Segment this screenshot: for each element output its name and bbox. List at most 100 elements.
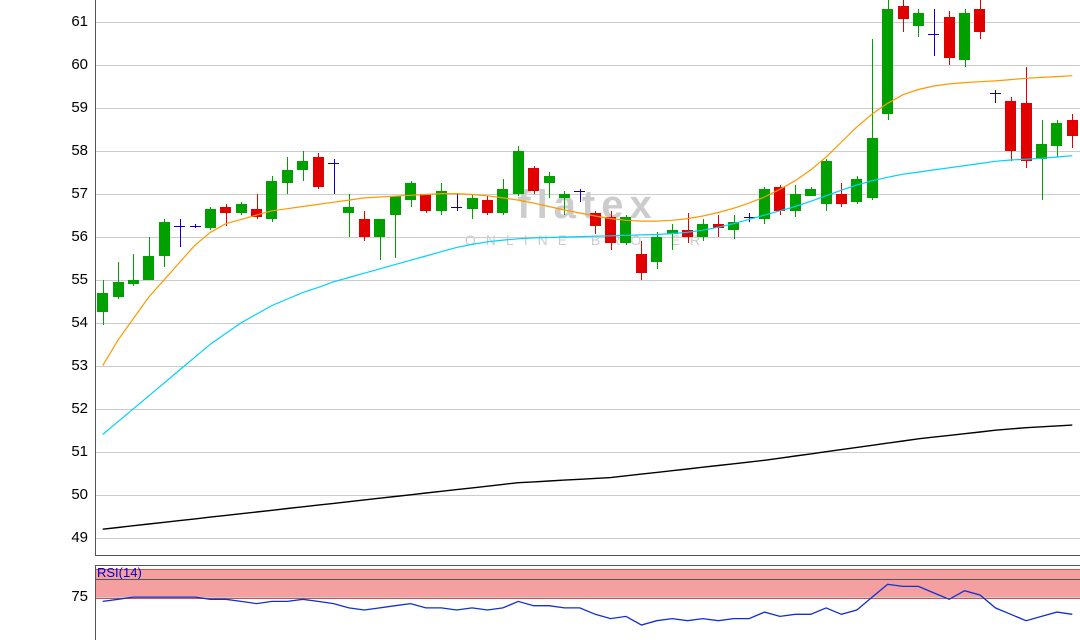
price-ytick-label: 61 (58, 13, 88, 30)
price-pane[interactable]: flatex ONLINE BROKER (95, 0, 1080, 555)
price-gridline (95, 108, 1080, 109)
candle-bear (713, 224, 724, 228)
price-gridline (95, 409, 1080, 410)
candle-bear (636, 254, 647, 273)
candle-bull (266, 181, 277, 220)
candle-bull (851, 179, 862, 203)
candle-bull (667, 230, 678, 234)
candle-bear (1005, 101, 1016, 150)
price-ytick-label: 51 (58, 443, 88, 460)
candle-wick (672, 224, 673, 250)
rsi-pane[interactable]: RSI(14) (95, 565, 1080, 640)
rsi-ytick-label: 75 (58, 588, 88, 605)
candle-doji (190, 226, 201, 227)
candle-bull (697, 224, 708, 237)
candle-doji (744, 217, 755, 218)
ma-mid-line (103, 156, 1073, 435)
price-ytick-label: 58 (58, 142, 88, 159)
price-gridline (95, 65, 1080, 66)
candle-doji (174, 226, 185, 227)
candle-bear (528, 168, 539, 192)
candle-wick (180, 219, 181, 247)
price-gridline (95, 495, 1080, 496)
candle-bear (974, 9, 985, 33)
price-gridline (95, 538, 1080, 539)
price-ytick-label: 49 (58, 529, 88, 546)
candle-bull (913, 13, 924, 26)
candle-bull (405, 183, 416, 200)
price-ytick-label: 57 (58, 185, 88, 202)
candle-bear (251, 209, 262, 218)
candle-wick (1042, 120, 1043, 200)
ma-overlay (95, 0, 1080, 555)
candle-wick (934, 9, 935, 56)
price-ytick-label: 56 (58, 228, 88, 245)
candle-bull (128, 280, 139, 284)
candle-bull (143, 256, 154, 280)
candle-bull (97, 293, 108, 312)
candle-wick (349, 194, 350, 237)
candle-bull (959, 13, 970, 60)
candle-bear (605, 217, 616, 243)
candle-bull (1051, 123, 1062, 147)
candle-bull (759, 189, 770, 219)
candle-bull (159, 222, 170, 256)
price-ytick-label: 59 (58, 99, 88, 116)
candle-bull (205, 209, 216, 228)
candle-bull (1036, 144, 1047, 159)
candle-bear (1067, 120, 1078, 135)
candle-bull (113, 282, 124, 297)
price-ytick-label: 60 (58, 56, 88, 73)
candle-bull (343, 207, 354, 213)
candle-bear (590, 213, 601, 226)
candle-bull (282, 170, 293, 183)
candle-bull (620, 217, 631, 243)
candle-bull (882, 9, 893, 114)
price-ytick-label: 53 (58, 357, 88, 374)
candle-bear (313, 157, 324, 187)
price-gridline (95, 452, 1080, 453)
candle-bull (728, 222, 739, 231)
rsi-inner-top (95, 579, 1080, 580)
rsi-title: RSI(14) (97, 565, 142, 580)
candle-bull (805, 189, 816, 195)
candle-doji (928, 34, 939, 35)
candle-bull (374, 219, 385, 236)
candle-bear (898, 6, 909, 19)
candle-bull (467, 198, 478, 209)
price-ytick-label: 52 (58, 400, 88, 417)
price-gridline (95, 22, 1080, 23)
candle-doji (990, 93, 1001, 94)
ma-slow-line (103, 425, 1073, 529)
candle-bear (774, 187, 785, 211)
candle-bull (497, 189, 508, 213)
candle-doji (328, 163, 339, 164)
candle-bear (944, 17, 955, 58)
rsi-upper-band (95, 569, 1080, 599)
candle-bull (513, 151, 524, 194)
candle-wick (457, 194, 458, 211)
candle-bull (559, 194, 570, 198)
candle-bull (297, 161, 308, 170)
candle-bull (436, 191, 447, 210)
candle-bull (390, 196, 401, 215)
candle-wick (688, 213, 689, 243)
candle-bear (682, 230, 693, 236)
candle-bull (867, 138, 878, 198)
price-ytick-label: 50 (58, 486, 88, 503)
candle-doji (451, 207, 462, 208)
candle-bear (220, 207, 231, 213)
rsi-gridline (95, 597, 1080, 598)
price-gridline (95, 366, 1080, 367)
candle-bull (236, 204, 247, 213)
price-gridline (95, 280, 1080, 281)
candle-bull (821, 161, 832, 204)
price-gridline (95, 151, 1080, 152)
price-gridline (95, 323, 1080, 324)
candle-bull (790, 194, 801, 211)
candle-bear (420, 194, 431, 211)
candle-bear (482, 200, 493, 213)
price-ytick-label: 54 (58, 314, 88, 331)
price-ytick-label: 55 (58, 271, 88, 288)
chart-container[interactable]: flatex ONLINE BROKER RSI(14) 49 50 51 52 53 5… (0, 0, 1080, 640)
